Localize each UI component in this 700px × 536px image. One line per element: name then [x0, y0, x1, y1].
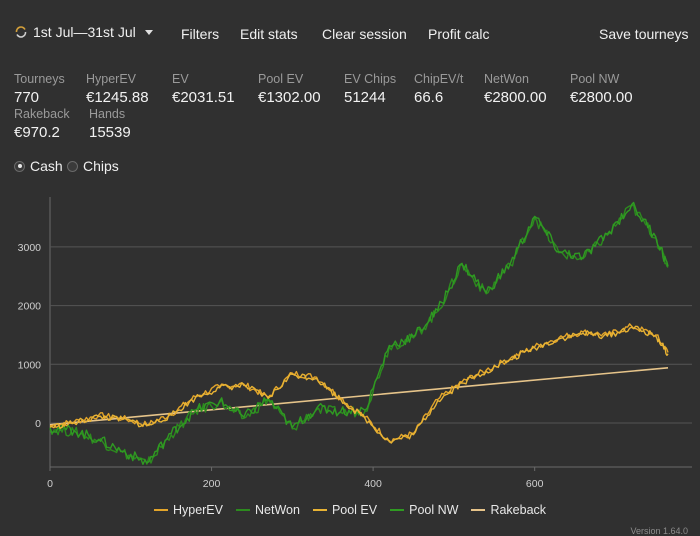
stat-label: Tourneys	[14, 72, 65, 86]
rakeback-line	[49, 367, 669, 426]
stat-ev-chips: EV Chips 51244	[344, 72, 396, 107]
x-tick-label: 200	[203, 478, 221, 490]
x-tick-label: 0	[47, 478, 53, 490]
stat-value: €1302.00	[258, 89, 321, 106]
stat-value: 15539	[89, 124, 131, 141]
stat-value: €1245.88	[86, 89, 149, 106]
clear-session-button[interactable]: Clear session	[322, 26, 407, 42]
radio-unselected-icon	[67, 160, 78, 172]
legend-swatch	[236, 509, 250, 511]
x-tick-label: 400	[364, 478, 382, 490]
date-range-label: 1st Jul—31st Jul	[33, 24, 136, 40]
stat-value: €2031.51	[172, 89, 235, 106]
stat-tourneys: Tourneys 770	[14, 72, 65, 107]
stat-rakeback: Rakeback €970.2	[14, 107, 70, 142]
stat-value: €2800.00	[484, 89, 547, 106]
stat-value: €2800.00	[570, 89, 633, 106]
stat-label: EV	[172, 72, 189, 86]
y-tick-label: 3000	[18, 242, 42, 254]
stat-pool-ev: Pool EV €1302.00	[258, 72, 321, 107]
legend-label: Pool NW	[409, 503, 459, 517]
stat-label: EV Chips	[344, 72, 397, 86]
netwon-line	[49, 204, 669, 465]
legend-item-netwon[interactable]: NetWon	[236, 503, 300, 517]
version-label: Version 1.64.0	[630, 526, 688, 536]
legend-item-rakeback[interactable]: Rakeback	[471, 503, 546, 517]
stat-label: Hands	[89, 107, 126, 121]
radio-selected-icon	[14, 160, 25, 172]
stat-label: HyperEV	[86, 72, 137, 86]
profit-chart: 0 1000 2000 3000 0 200 400 600	[18, 197, 692, 490]
chevron-down-icon	[144, 29, 153, 35]
legend-label: HyperEV	[172, 503, 223, 517]
chips-radio[interactable]: Chips	[67, 158, 119, 174]
stat-pool-nw: Pool NW €2800.00	[570, 72, 633, 107]
x-tick-label: 600	[526, 478, 544, 490]
refresh-icon	[15, 26, 27, 38]
stat-hyperev: HyperEV €1245.88	[86, 72, 149, 107]
legend-label: Pool EV	[331, 503, 378, 517]
legend-item-pool-ev[interactable]: Pool EV	[312, 503, 378, 517]
stat-netwon: NetWon €2800.00	[484, 72, 547, 107]
chart-legend: HyperEV NetWon Pool EV Pool NW Rakeback	[0, 503, 700, 517]
legend-swatch	[471, 509, 486, 511]
profit-calc-button[interactable]: Profit calc	[428, 26, 490, 42]
cash-radio-label: Cash	[30, 158, 63, 174]
stat-hands: Hands 15539	[89, 107, 131, 142]
legend-label: Rakeback	[490, 503, 547, 517]
chips-radio-label: Chips	[83, 158, 119, 174]
stat-label: Rakeback	[14, 107, 70, 121]
y-tick-label: 0	[35, 418, 41, 430]
stat-label: Pool EV	[258, 72, 304, 86]
pool-ev-line	[49, 325, 669, 444]
stat-label: ChipEV/t	[414, 72, 464, 86]
toolbar: 1st Jul—31st Jul Filters Edit stats Clea…	[0, 0, 700, 66]
legend-swatch	[312, 509, 327, 511]
pool-nw-line	[49, 201, 669, 465]
date-range-dropdown[interactable]: 1st Jul—31st Jul	[14, 24, 153, 40]
stat-label: NetWon	[484, 72, 529, 86]
legend-swatch	[390, 509, 405, 511]
y-tick-label: 2000	[18, 301, 42, 313]
filters-button[interactable]: Filters	[181, 26, 220, 42]
stat-value: €970.2	[14, 124, 60, 141]
edit-stats-button[interactable]: Edit stats	[240, 26, 298, 42]
stat-label: Pool NW	[570, 72, 620, 86]
stat-ev: EV €2031.51	[172, 72, 235, 107]
legend-label: NetWon	[255, 503, 300, 517]
y-tick-label: 1000	[18, 359, 42, 371]
stat-value: 51244	[344, 89, 386, 106]
stat-value: 66.6	[414, 89, 444, 106]
cash-radio[interactable]: Cash	[14, 158, 63, 174]
legend-item-pool-nw[interactable]: Pool NW	[390, 503, 458, 517]
stat-chipev-per-t: ChipEV/t 66.6	[414, 72, 463, 107]
save-tourneys-button[interactable]: Save tourneys	[599, 26, 689, 42]
legend-item-hyperev[interactable]: HyperEV	[153, 503, 223, 517]
stat-value: 770	[14, 89, 40, 106]
legend-swatch	[153, 509, 168, 511]
